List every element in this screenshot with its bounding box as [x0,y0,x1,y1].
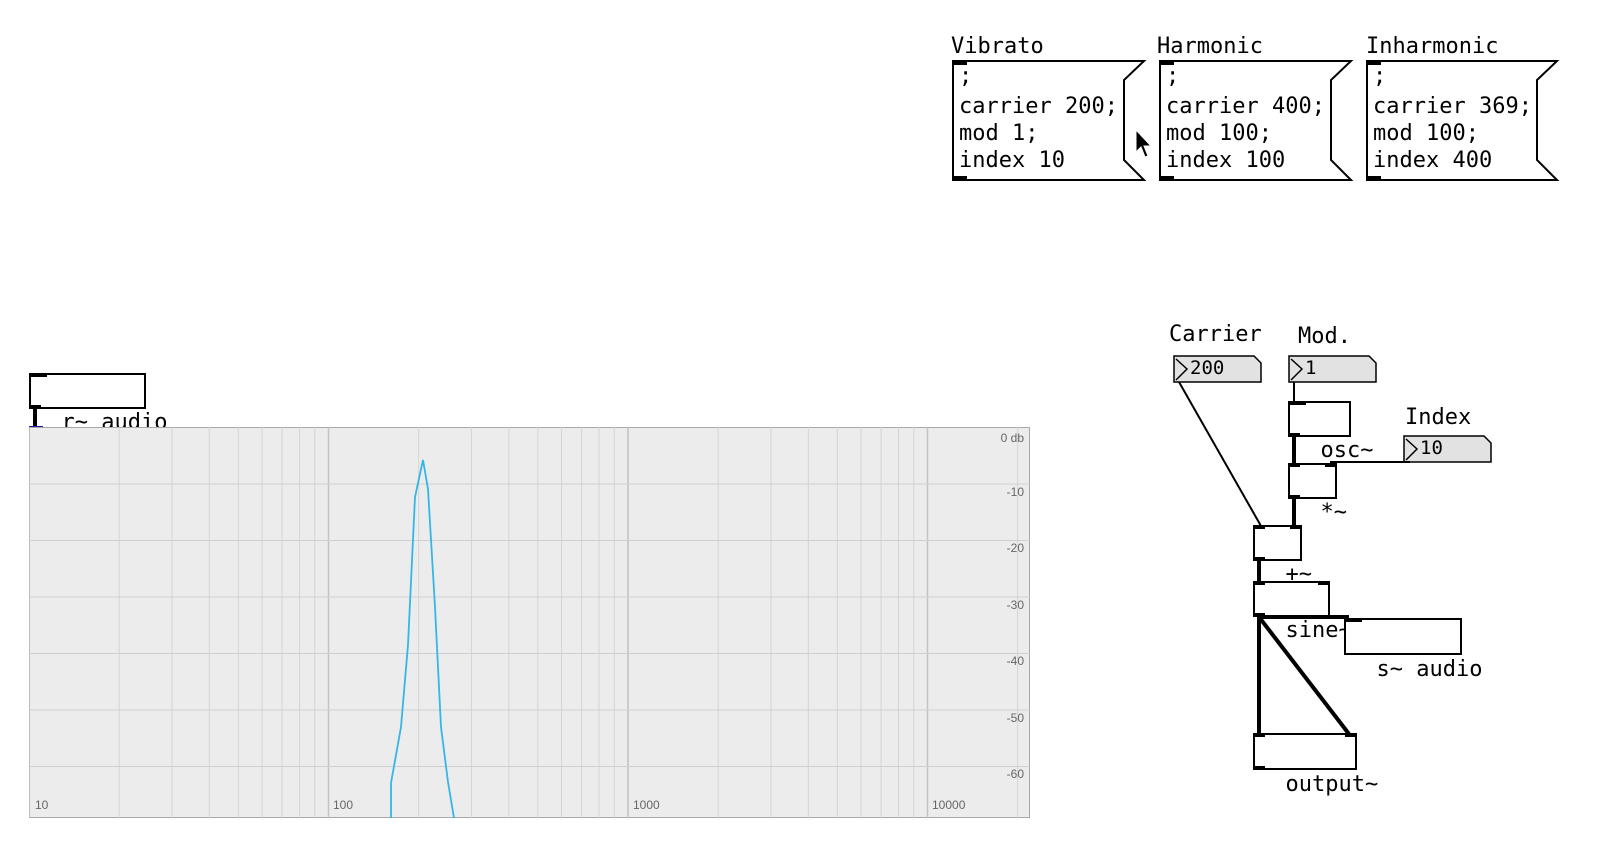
msg-line: carrier 369; [1373,94,1532,119]
y-tick-6: -60 [1006,767,1024,781]
msg-box-outlines [952,60,1560,181]
output-object[interactable]: output~ [1253,733,1378,797]
msg-line: mod 1; [959,121,1039,146]
osc-object[interactable]: osc~ [1288,401,1373,463]
index-value: 10 [1420,437,1443,459]
spectrum-line [390,459,455,818]
msg-line: ; [1166,64,1180,89]
mod-number-box[interactable]: 1 [1289,356,1376,382]
carrier-number-box[interactable]: 200 [1174,356,1261,382]
msg-inharmonic[interactable]: ; carrier 369; mod 100; index 400 [1367,63,1537,179]
spectrum-display: 0 db -10 -20 -30 -40 -50 -60 10 100 1000… [29,427,1030,818]
label-carrier: Carrier [1169,322,1262,347]
preset-title-inharmonic: Inharmonic [1366,34,1499,59]
msg-line: index 400 [1373,148,1493,173]
receive-audio-object[interactable]: r~ audio [29,373,167,435]
mod-value: 1 [1305,357,1317,379]
preset-title-harmonic: Harmonic [1157,34,1263,59]
x-tick-1000: 1000 [633,798,660,812]
add-object[interactable]: +~ [1253,525,1312,587]
label-mod: Mod. [1298,324,1351,349]
x-tick-10000: 10000 [932,798,966,812]
msg-line: ; [1373,64,1387,89]
sine-object[interactable]: sine~ [1253,581,1352,643]
x-tick-10: 10 [35,798,49,812]
cursor-icon [1135,128,1153,158]
msg-line: ; [959,64,973,89]
msg-harmonic[interactable]: ; carrier 400; mod 100; index 100 [1160,63,1330,179]
y-tick-4: -40 [1006,654,1024,668]
index-number-box[interactable]: 10 [1404,436,1491,462]
y-tick-1: -10 [1006,485,1024,499]
spectrum-graph [29,427,1030,818]
y-tick-0: 0 db [1000,431,1024,445]
msg-line: index 10 [959,148,1065,173]
msg-line: index 100 [1166,148,1286,173]
y-tick-5: -50 [1006,711,1024,725]
object-label: osc~ [1320,438,1374,463]
y-tick-2: -20 [1006,541,1024,555]
label-index: Index [1405,405,1472,430]
send-audio-object[interactable]: s~ audio [1344,618,1482,682]
msg-line: mod 100; [1373,121,1479,146]
multiply-object[interactable]: *~ [1288,463,1347,525]
object-label: s~ audio [1376,657,1483,682]
object-label: sine~ [1285,618,1352,643]
msg-vibrato[interactable]: ; carrier 200; mod 1; index 10 [953,63,1123,179]
carrier-value: 200 [1190,357,1225,379]
x-tick-100: 100 [333,798,354,812]
y-tick-3: -30 [1006,598,1024,612]
object-label: *~ [1320,500,1348,525]
msg-line: mod 100; [1166,121,1272,146]
msg-line: carrier 200; [959,94,1118,119]
preset-title-vibrato: Vibrato [951,34,1044,59]
msg-line: carrier 400; [1166,94,1325,119]
object-label: output~ [1285,772,1379,797]
